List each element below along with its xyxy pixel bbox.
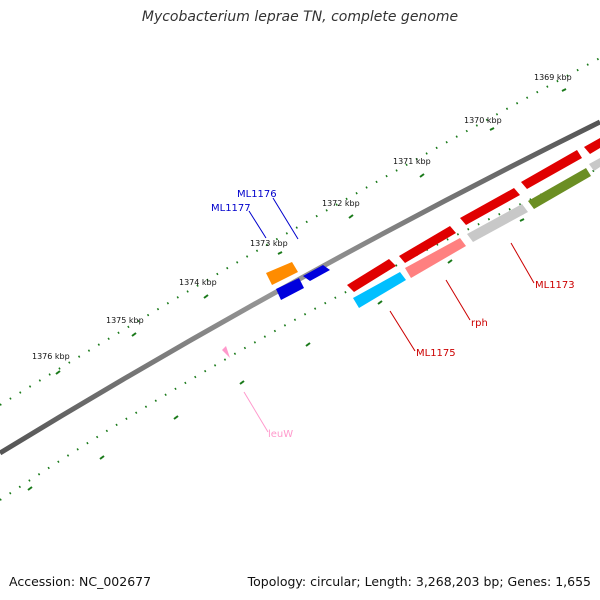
map-title: Mycobacterium leprae TN, complete genome bbox=[141, 9, 459, 25]
gene-forward-red-5[interactable] bbox=[584, 138, 600, 154]
ruler-label-1370: 1370 kbp bbox=[464, 116, 502, 125]
reverse-genes bbox=[222, 158, 600, 358]
inner-major-ticks bbox=[27, 218, 525, 491]
gene-label-leuw: leuW bbox=[268, 429, 293, 440]
outer-ruler-track bbox=[0, 57, 600, 406]
gene-label-rph: rph bbox=[471, 318, 488, 329]
ruler-label-1374: 1374 kbp bbox=[179, 278, 217, 287]
gene-label-ml1175: ML1175 bbox=[416, 348, 456, 359]
gene-blue-small[interactable] bbox=[276, 278, 304, 300]
ruler-label-1373: 1373 kbp bbox=[250, 239, 288, 248]
gene-forward-red-3[interactable] bbox=[460, 188, 520, 225]
gene-ml1176-arrow[interactable] bbox=[303, 265, 330, 281]
gene-label-ml1176: ML1176 bbox=[237, 189, 277, 200]
gene-ml1173-arrow[interactable] bbox=[467, 204, 528, 242]
outer-major-ticks bbox=[55, 88, 567, 375]
gene-label-ml1177: ML1177 bbox=[211, 203, 251, 214]
ruler-label-1372: 1372 kbp bbox=[322, 199, 360, 208]
gene-forward-red-4[interactable] bbox=[521, 150, 582, 189]
gene-rph-arrow[interactable] bbox=[405, 238, 466, 278]
gene-ml1175-arrow[interactable] bbox=[353, 272, 406, 308]
gene-label-ml1173: ML1173 bbox=[535, 280, 575, 291]
ruler-label-1369: 1369 kbp bbox=[534, 73, 572, 82]
genome-backbone bbox=[0, 119, 600, 456]
gene-olive-arrow[interactable] bbox=[528, 168, 591, 209]
label-leaders bbox=[243, 197, 535, 433]
genome-summary-text: Topology: circular; Length: 3,268,203 bp… bbox=[247, 574, 591, 589]
ruler-label-1375: 1375 kbp bbox=[106, 316, 144, 325]
ruler-label-1376: 1376 kbp bbox=[32, 352, 70, 361]
gene-forward-red-1[interactable] bbox=[347, 259, 396, 292]
gene-forward-red-2[interactable] bbox=[399, 226, 456, 263]
accession-text: Accession: NC_002677 bbox=[9, 574, 152, 589]
gene-grey-edge[interactable] bbox=[589, 158, 600, 171]
ruler-label-1371: 1371 kbp bbox=[393, 157, 431, 166]
gene-ml1177-arrow[interactable] bbox=[266, 262, 298, 285]
gene-leuw-trna[interactable] bbox=[222, 346, 230, 358]
forward-genes bbox=[266, 138, 600, 292]
